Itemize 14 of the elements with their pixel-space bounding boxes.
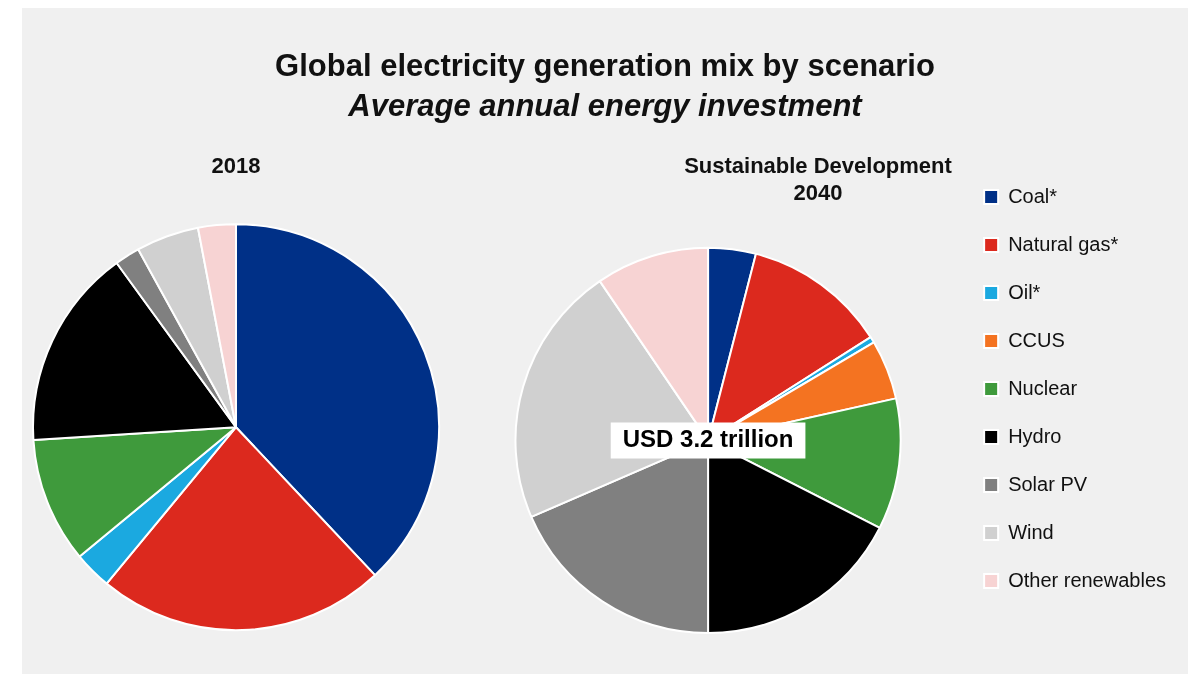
text: USD 3.2 trillion <box>622 425 794 453</box>
chart-title: 2018 <box>211 153 261 179</box>
text: Global electricity generation mix by scenario <box>274 48 936 84</box>
legend-label: CCUS <box>1008 328 1065 351</box>
chart-title: Sustainable Development 2040 <box>684 153 953 205</box>
text: Average annual energy investment <box>347 88 864 124</box>
legend-label: Other renewables <box>1008 568 1167 591</box>
legend-label: Coal* <box>1008 184 1058 207</box>
legend-label: Natural gas* <box>1008 232 1119 255</box>
legend-label: Wind <box>1008 520 1054 543</box>
legend-label: Hydro <box>1008 424 1062 447</box>
legend-label: Solar PV <box>1008 472 1088 495</box>
legend-label: Oil* <box>1008 280 1041 303</box>
legend-label: Nuclear <box>1008 376 1078 399</box>
